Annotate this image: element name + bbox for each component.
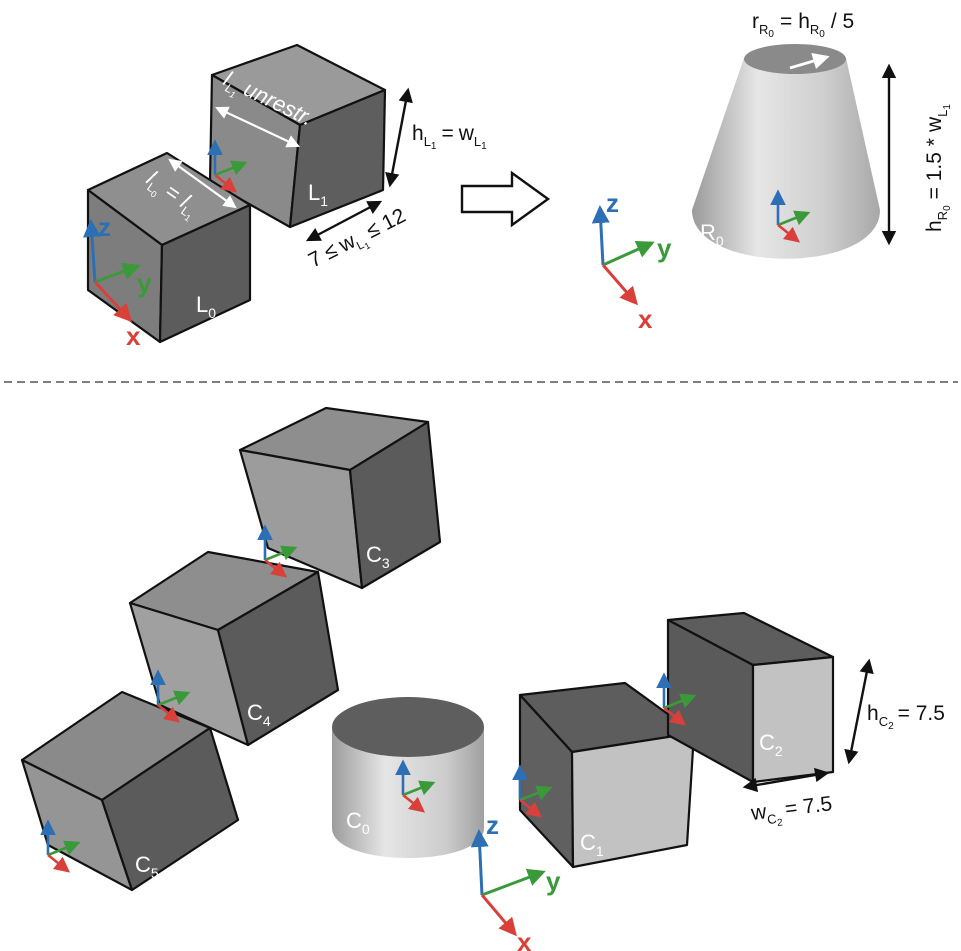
frame-c1-axis-x bbox=[519, 798, 543, 818]
frame-c1-axes bbox=[512, 764, 553, 818]
frame-c4-axis-x bbox=[157, 703, 181, 723]
cube-c4-label: C4 bbox=[247, 700, 271, 729]
frame-c0-axes bbox=[395, 759, 436, 813]
frame-c2-axis-x bbox=[663, 706, 687, 726]
frame-c3-axes bbox=[257, 524, 298, 578]
frame-c5-axis-y bbox=[47, 840, 81, 857]
frame-l0-l1-joint-axes bbox=[207, 139, 248, 193]
cone-r0: R0 bbox=[692, 44, 880, 259]
frame-c0-axis-x bbox=[402, 793, 426, 813]
frame-c1-axis-y bbox=[519, 785, 553, 802]
cube-c1-label: C1 bbox=[580, 830, 604, 859]
frame-r0-axes bbox=[770, 189, 811, 243]
frame-l0-l1-joint-axis-x bbox=[214, 173, 238, 193]
frame-c5-axes bbox=[40, 819, 81, 873]
annotation-h-c2: hC2= 7.5 bbox=[844, 658, 945, 765]
frame-c2-axes bbox=[656, 672, 697, 726]
world-frame-axes-bottom: z y x bbox=[470, 810, 561, 951]
transform-arrow-icon bbox=[460, 170, 551, 228]
frame-l0-x-label: x bbox=[126, 321, 141, 351]
frame-c2-axis-y bbox=[663, 693, 697, 710]
frame-l0-y-label: y bbox=[137, 268, 152, 298]
cube-c2-label: C2 bbox=[759, 730, 783, 759]
bottom-local-frames bbox=[40, 524, 697, 873]
cube-l0: L0 bbox=[86, 151, 252, 344]
annotation-h-r0: hR0= 1.5 *wL1 bbox=[881, 63, 953, 246]
world-frame-axes-top: z y x bbox=[591, 188, 672, 334]
cube-c1: C1 bbox=[518, 681, 696, 869]
frame-r0-axis-x bbox=[777, 223, 801, 243]
cylinder-c0-label: C0 bbox=[346, 808, 370, 837]
frame-l0-z-label: z bbox=[98, 212, 111, 242]
top-section: L1 L0 lL0=lL1 lL1 unrestr. hL1 bbox=[83, 10, 953, 351]
bottom-axis-x-label: x bbox=[517, 927, 532, 951]
cube-c2: C2 bbox=[666, 611, 835, 784]
cube-c5-label: C5 bbox=[135, 852, 159, 881]
frame-c0-axis-y bbox=[402, 780, 436, 797]
frame-c4-axis-y bbox=[157, 690, 191, 707]
cube-l0-label: L0 bbox=[196, 292, 216, 321]
frame-l0-l1-joint-axis-y bbox=[214, 160, 248, 177]
annotation-h-c2-text: hC2= 7.5 bbox=[867, 702, 945, 732]
frame-c3-axis-x bbox=[264, 558, 288, 578]
annotation-w-c2: wC2= 7.5 bbox=[742, 767, 834, 832]
cylinder-c0: C0 bbox=[332, 697, 484, 858]
frame-c4-axes bbox=[150, 669, 191, 723]
bottom-section: C3 C4 C5 C0 C1 bbox=[20, 406, 945, 951]
top-local-frames bbox=[207, 139, 811, 243]
cone-r0-label: R0 bbox=[700, 220, 724, 249]
bottom-axis-y-label: y bbox=[546, 866, 561, 896]
annotation-h-l1-text: hL1= wL1 bbox=[412, 122, 487, 152]
axis-z-label: z bbox=[606, 188, 619, 218]
frame-r0-axis-y bbox=[777, 210, 811, 227]
bottom-axis-z-label: z bbox=[486, 810, 499, 840]
annotation-w-c2-text: wC2= 7.5 bbox=[749, 792, 834, 832]
annotation-h-l1: hL1= wL1 bbox=[385, 87, 487, 188]
cube-c3: C3 bbox=[238, 406, 442, 590]
cube-c3-label: C3 bbox=[366, 542, 390, 571]
frame-c5-axis-x bbox=[47, 853, 71, 873]
annotation-h-r0-text: hR0= 1.5 *wL1 bbox=[923, 104, 953, 232]
frame-l0-axes: z y x bbox=[83, 212, 152, 351]
frame-c3-axis-y bbox=[264, 545, 298, 562]
axis-x-label: x bbox=[638, 304, 653, 334]
axis-y-label: y bbox=[657, 233, 672, 263]
annotation-r-r0: rR0= hR0/ 5 bbox=[752, 10, 854, 40]
